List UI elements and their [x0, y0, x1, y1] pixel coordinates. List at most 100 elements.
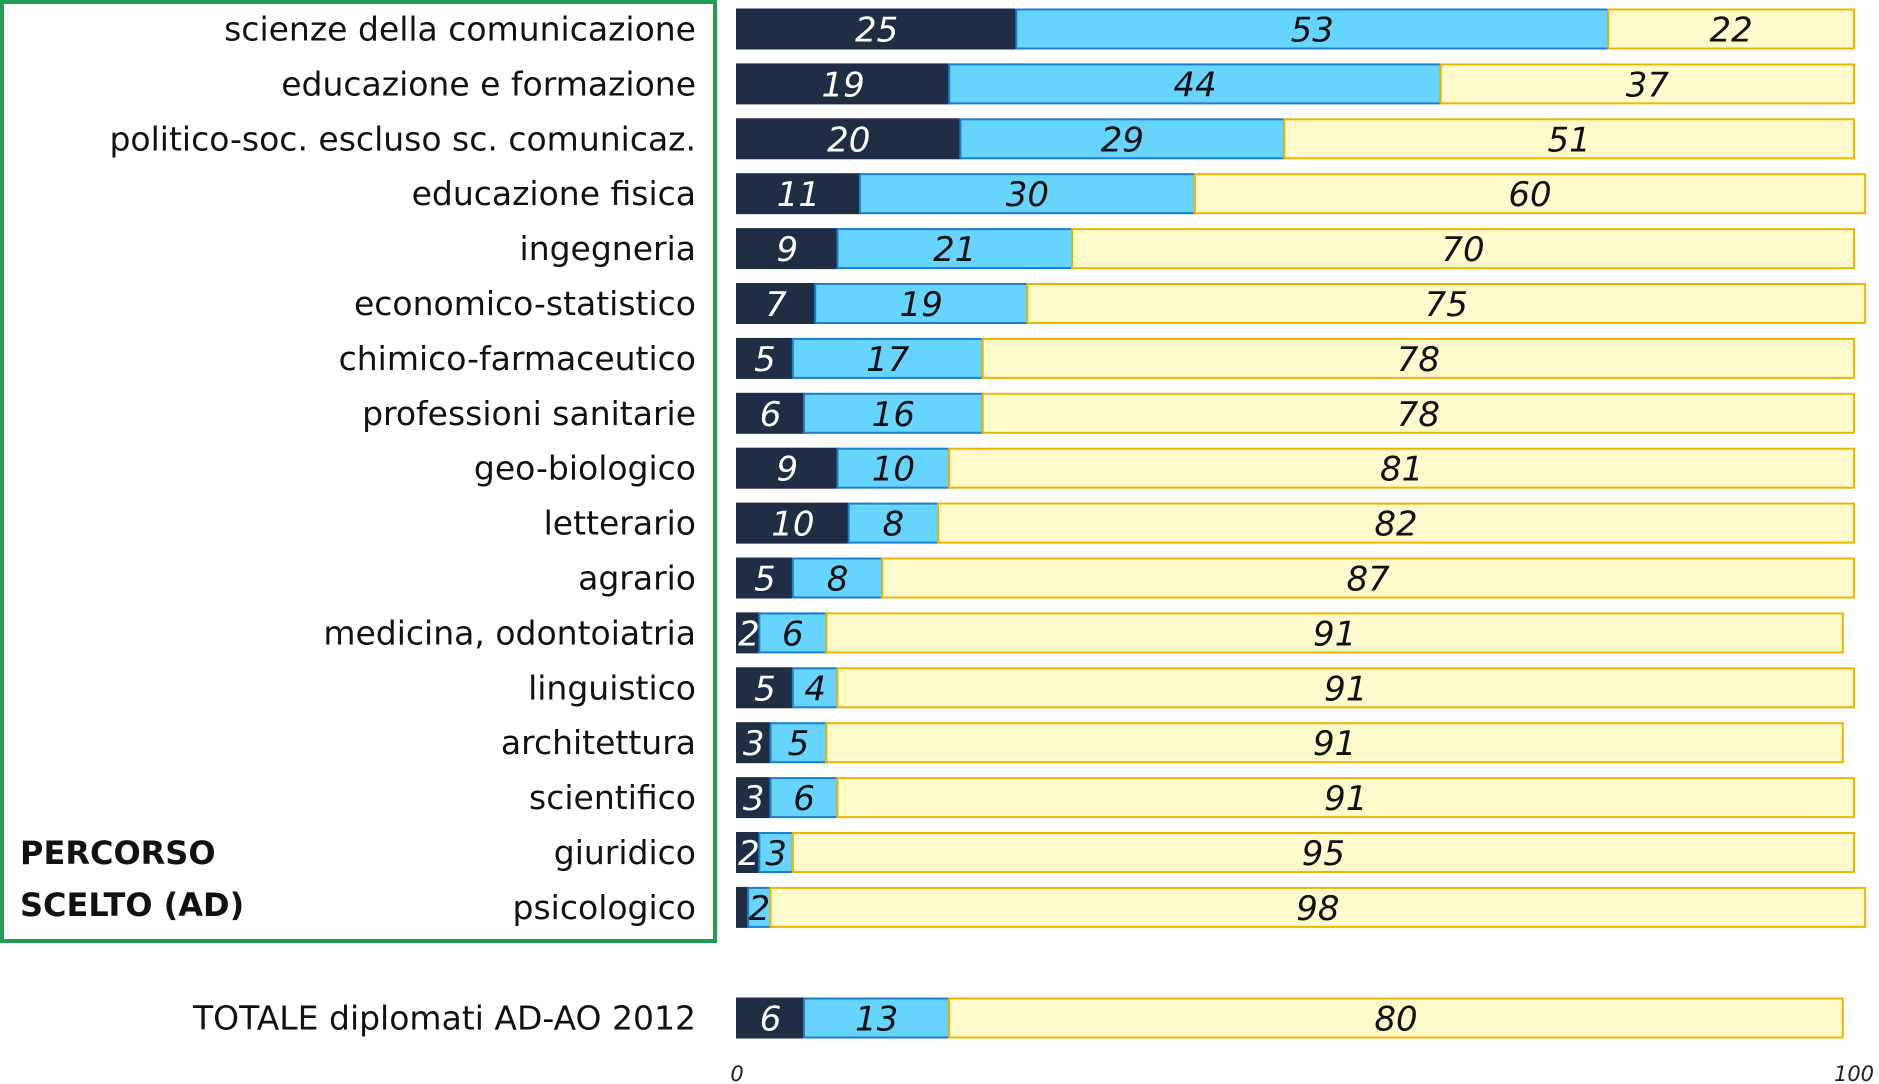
category-label: educazione e formazione	[281, 64, 696, 103]
bar-segment	[948, 447, 1855, 489]
value-label: 87	[1346, 560, 1390, 600]
value-label: 19	[900, 285, 943, 325]
bar-segment	[1439, 63, 1855, 105]
x-tick-label: 0	[730, 1062, 743, 1084]
value-label: 16	[872, 395, 915, 435]
value-label: 6	[760, 395, 782, 435]
value-label: 29	[1101, 120, 1144, 160]
bar-segment	[981, 392, 1855, 434]
bar-segment	[1283, 118, 1855, 160]
value-label: 37	[1626, 65, 1670, 105]
value-label: 2	[749, 889, 771, 929]
value-label: 9	[776, 450, 798, 490]
bar-segment	[736, 886, 750, 928]
category-label: giuridico	[554, 833, 696, 872]
category-label: educazione fisica	[412, 174, 696, 213]
bar-segment	[791, 667, 839, 709]
category-label: economico-statistico	[354, 284, 696, 323]
value-label: 8	[827, 560, 849, 600]
value-label: 82	[1374, 505, 1417, 545]
value-label: 81	[1380, 450, 1423, 490]
value-label: 5	[754, 340, 776, 380]
bar-segment	[803, 392, 984, 434]
value-label: 91	[1324, 669, 1367, 709]
bar-segment	[959, 118, 1286, 160]
bar-segment	[836, 667, 1855, 709]
value-label: 20	[827, 120, 870, 160]
category-label: linguistico	[528, 668, 696, 707]
value-label: 44	[1173, 65, 1216, 105]
value-label: 78	[1397, 395, 1440, 435]
bar-segment	[736, 63, 951, 105]
value-label: 11	[777, 175, 820, 215]
value-label: 2	[738, 834, 760, 874]
bar-segment	[814, 283, 1029, 324]
bar-segment	[736, 173, 861, 215]
category-label: TOTALE diplomati AD-AO 2012	[192, 999, 696, 1038]
bar-segment	[803, 997, 951, 1039]
bar-segment	[736, 8, 1018, 50]
value-label: 21	[933, 230, 976, 270]
category-label: ingegneria	[520, 229, 696, 268]
category-label: medicina, odontoiatria	[323, 613, 696, 652]
category-label: scientifico	[529, 778, 696, 817]
value-label: 5	[754, 669, 776, 709]
bar-segment	[825, 612, 1844, 654]
value-label: 13	[855, 1000, 898, 1040]
category-label: geo-biologico	[474, 449, 696, 488]
value-label: 51	[1548, 120, 1591, 160]
value-label: 75	[1425, 285, 1468, 325]
bar-segment	[758, 612, 828, 654]
category-label: scienze della comunicazione	[224, 10, 696, 49]
bar-segment	[736, 502, 850, 544]
group-box	[0, 0, 717, 943]
bar-segment	[981, 337, 1855, 379]
bar-segment	[769, 886, 1867, 928]
bar-segment	[847, 502, 940, 544]
value-label: 22	[1709, 11, 1752, 51]
bar-segment	[736, 118, 962, 160]
bar-segment	[736, 228, 839, 270]
value-label: 80	[1374, 1000, 1417, 1040]
value-label: 6	[793, 779, 815, 819]
bar-segment	[736, 337, 794, 379]
value-label: 3	[743, 724, 765, 764]
bar-segment	[758, 832, 794, 873]
bar-segment	[948, 63, 1442, 105]
value-label: 8	[883, 505, 905, 545]
value-label: 70	[1441, 230, 1484, 270]
value-label: 91	[1313, 724, 1356, 764]
bar-segment	[1026, 283, 1867, 324]
value-label: 9	[776, 230, 798, 270]
bar-segment	[736, 722, 772, 764]
bar-segment	[736, 997, 806, 1039]
value-label: 7	[765, 285, 787, 325]
value-label: 91	[1313, 614, 1356, 654]
category-label: architettura	[501, 723, 696, 762]
bar-segment	[1071, 228, 1855, 270]
category-label: politico-soc. escluso sc. comunicaz.	[109, 119, 696, 158]
annotation: PERCORSO SCELTO (AD)	[20, 834, 244, 924]
bar-segment	[858, 173, 1196, 215]
category-label: professioni sanitarie	[362, 394, 696, 433]
category-label: letterario	[544, 504, 696, 543]
value-label: 19	[821, 65, 864, 105]
bar-segment	[736, 557, 794, 599]
bar-segment	[736, 667, 794, 709]
value-label: 30	[1006, 175, 1049, 215]
value-label: 5	[788, 724, 810, 764]
value-label: 98	[1296, 889, 1339, 929]
value-label: 78	[1397, 340, 1440, 380]
value-label: 53	[1291, 11, 1334, 51]
bar-segment	[1015, 8, 1610, 50]
bar-segment	[948, 997, 1844, 1039]
value-label: 10	[771, 505, 814, 545]
value-label: 10	[872, 450, 915, 490]
value-label: 91	[1324, 779, 1367, 819]
bar-segment	[825, 722, 1844, 764]
value-label: 60	[1508, 175, 1551, 215]
bar-segment	[769, 722, 828, 764]
category-label: chimico-farmaceutico	[339, 339, 696, 378]
value-label: 6	[760, 1000, 782, 1040]
